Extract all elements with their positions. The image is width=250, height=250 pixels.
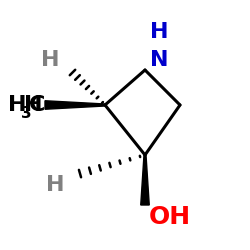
Polygon shape xyxy=(141,155,149,205)
Text: H: H xyxy=(41,50,59,70)
Text: C: C xyxy=(29,95,45,115)
Text: OH: OH xyxy=(149,206,191,230)
Text: 3: 3 xyxy=(21,106,32,120)
Text: N: N xyxy=(150,50,169,70)
Polygon shape xyxy=(45,101,105,109)
Text: H: H xyxy=(150,22,169,42)
Text: H: H xyxy=(46,175,64,195)
Text: H: H xyxy=(8,95,26,115)
Text: H: H xyxy=(24,95,42,115)
